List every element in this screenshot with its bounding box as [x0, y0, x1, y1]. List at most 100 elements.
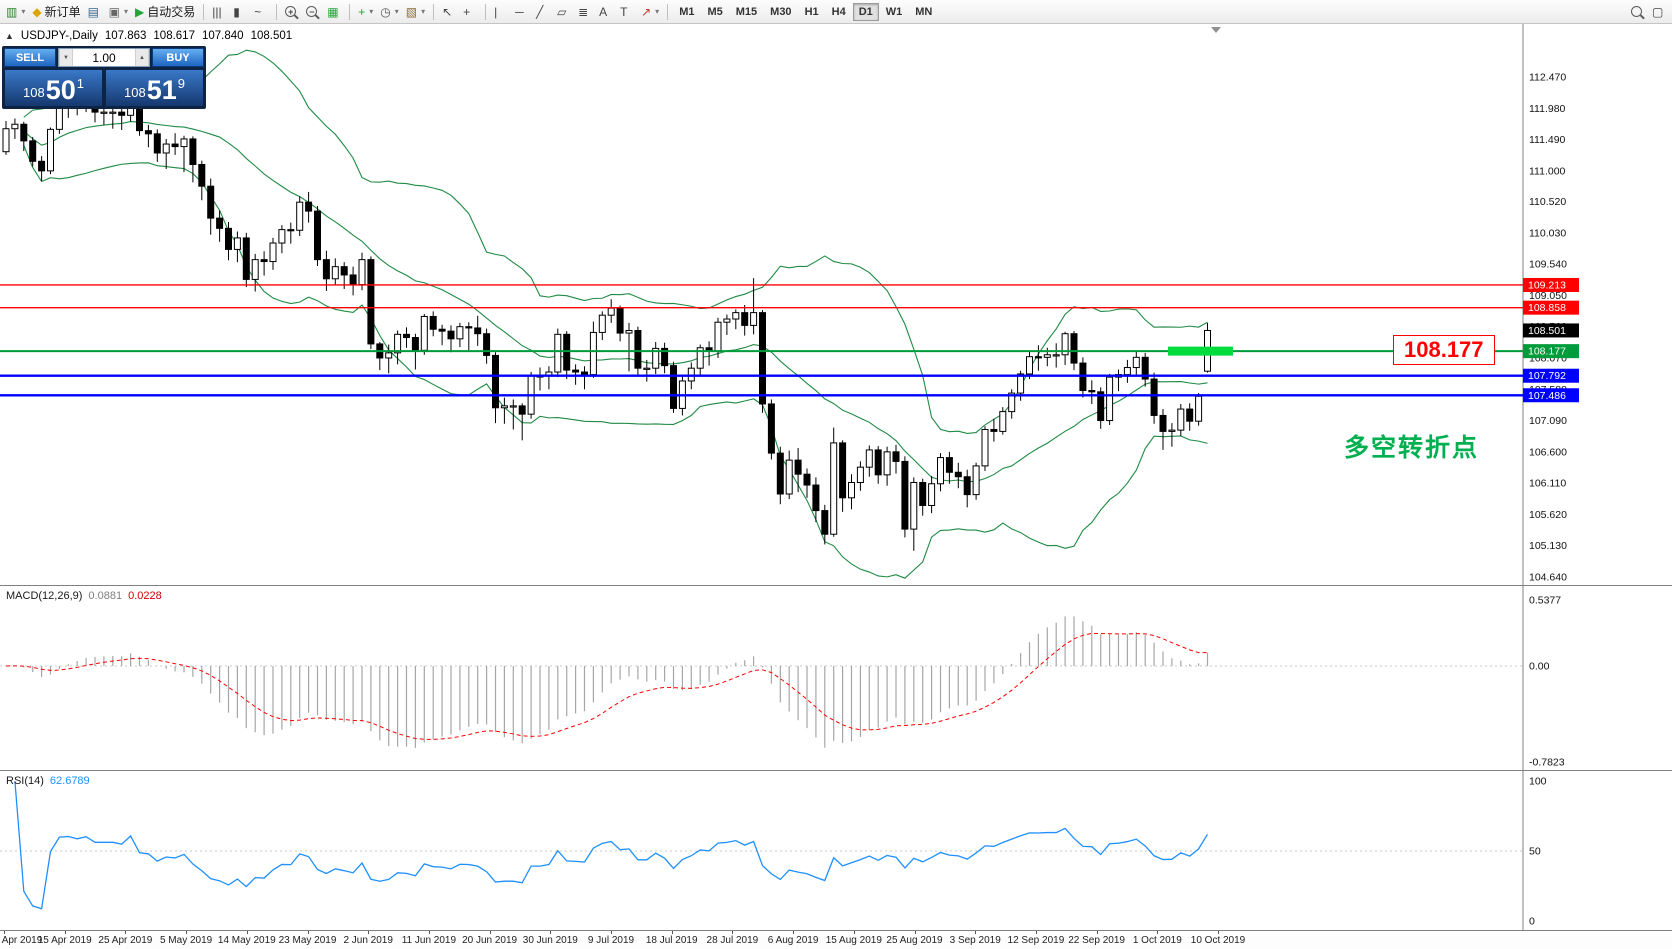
bull-candle [331, 266, 339, 280]
sell-button[interactable]: SELL [4, 48, 56, 67]
bear-candle [447, 330, 455, 340]
rsi-scale-tick: 0 [1529, 916, 1535, 928]
bear-candle [322, 259, 330, 280]
price-scale-tick: 105.620 [1529, 509, 1567, 521]
time-tick [732, 931, 734, 934]
price-scale-tick: 107.090 [1529, 415, 1567, 427]
bull-candle [625, 330, 633, 334]
buy-price[interactable]: 108 51 9 [105, 69, 204, 107]
fibonacci-retracement-button[interactable]: ≣ [575, 2, 595, 22]
time-tick [489, 931, 491, 934]
vertical-line-icon: | [494, 4, 498, 19]
horizontal-line-button[interactable]: ─ [512, 2, 532, 22]
candlestick-chart-button[interactable]: ▮ [230, 2, 250, 22]
bear-candle [314, 210, 321, 261]
price-callout-label[interactable]: 108.177 [1393, 335, 1495, 365]
timeframe-m1-button[interactable]: M1 [673, 3, 700, 21]
zoom-out-button[interactable]: − [303, 2, 323, 22]
bear-candle [759, 312, 766, 405]
time-tick [4, 931, 5, 934]
time-axis[interactable]: Apr 2019 15 Apr 2019 25 Apr 2019 5 May 2019… [0, 931, 1672, 949]
popup-prices-button[interactable]: ▢ [1649, 2, 1669, 22]
chart-low-value: 107.840 [201, 30, 244, 42]
timeframe-mn-button[interactable]: MN [909, 3, 938, 21]
bear-candle [741, 312, 749, 326]
bear-candle [118, 111, 126, 116]
bull-candle [269, 242, 277, 263]
indicators-button[interactable]: + ▾ [355, 2, 376, 22]
date-label: 1 Oct 2019 [1132, 935, 1182, 946]
tile-windows-button[interactable]: ▦ [324, 2, 344, 22]
toolbar-separator [203, 3, 205, 20]
buy-button[interactable]: BUY [152, 48, 204, 67]
bull-candle [848, 481, 855, 499]
macd-signal-value: 0.0228 [128, 590, 162, 602]
timeframe-h1-button[interactable]: H1 [799, 3, 825, 21]
volume-input[interactable] [73, 49, 135, 66]
bear-candle [1159, 414, 1167, 432]
timeframe-w1-button[interactable]: W1 [880, 3, 909, 21]
autotrading-button[interactable]: ▶ 自动交易 [132, 2, 198, 22]
rsi-pane[interactable]: 100 50 0 RSI(14) 62.6789 [0, 771, 1672, 931]
rsi-scale-tick: 50 [1529, 846, 1541, 858]
chart-high-value: 108.617 [153, 30, 195, 42]
timeframe-h4-button[interactable]: H4 [826, 3, 852, 21]
timeframe-m5-button[interactable]: M5 [701, 3, 728, 21]
crosshair-button[interactable]: + [460, 2, 480, 22]
vertical-line-button[interactable]: | [491, 2, 511, 22]
macd-pane[interactable]: 0.5377 0.00 -0.7823 MACD(12,26,9) 0.0881 0.0… [0, 586, 1672, 771]
level-price-label-support-upper: 107.792 [1528, 370, 1566, 382]
bear-candle [1088, 390, 1096, 393]
turning-point-note[interactable]: 多空转折点 [1344, 434, 1480, 462]
new-order-button[interactable]: ◆ 新订单 [29, 2, 83, 22]
new-chart-button[interactable]: ▥ ▾ [3, 2, 28, 22]
bull-candle [500, 405, 508, 409]
line-chart-button[interactable]: ~ [251, 2, 271, 22]
timeframe-m15-button[interactable]: M15 [730, 3, 763, 21]
chart-shift-marker[interactable] [1211, 27, 1221, 33]
dropdown-caret-icon: ▾ [369, 7, 374, 16]
search-button[interactable] [1628, 2, 1648, 22]
bar-chart-button[interactable]: ||| [209, 2, 229, 22]
profiles-button[interactable]: ▣ ▾ [106, 2, 131, 22]
dropdown-caret-icon: ▾ [655, 7, 660, 16]
volume-decrease-button[interactable]: ▼ [59, 49, 73, 66]
bear-candle [767, 403, 775, 454]
time-tick [1157, 931, 1159, 934]
rsi-line [14, 780, 1209, 910]
bull-candle [1008, 392, 1016, 413]
date-label: 5 May 2019 [159, 935, 213, 946]
bear-candle [901, 460, 909, 530]
chart-window-icon: ▤ [87, 4, 99, 19]
periods-button[interactable]: ◷ ▾ [377, 2, 402, 22]
sell-price-base: 108 [23, 85, 45, 100]
volume-increase-button[interactable]: ▲ [135, 49, 149, 66]
timeframe-d1-button[interactable]: D1 [852, 2, 879, 21]
bull-candle [1061, 333, 1069, 356]
sell-price[interactable]: 108 50 1 [4, 69, 103, 107]
zoom-in-button[interactable]: + [282, 2, 302, 22]
price-chart-pane[interactable]: 112.470 111.980 111.490 111.000 110.520 110.0… [0, 24, 1672, 586]
templates-button[interactable]: ▧ ▾ [403, 2, 428, 22]
bear-candle [634, 330, 642, 369]
level-price-box-support-lower [1523, 388, 1579, 403]
new-order-label: 新订单 [44, 5, 81, 19]
time-tick [1035, 931, 1037, 934]
dropdown-caret-icon: ▾ [123, 7, 128, 16]
equidistant-channel-button[interactable]: ▱ [554, 2, 574, 22]
toolbar-separator [433, 3, 435, 20]
one-click-toggle-icon[interactable]: ▲ [5, 31, 14, 41]
chart-window-button[interactable]: ▤ [85, 2, 105, 22]
text-label-button[interactable]: T [617, 2, 637, 22]
crosshair-icon: + [463, 4, 471, 19]
cursor-icon: ↖ [442, 4, 453, 19]
bear-candle [1150, 378, 1158, 416]
text-button[interactable]: A [596, 2, 616, 22]
chart-title: ▲ USDJPY-,Daily 107.863 108.617 107.840 … [5, 30, 292, 42]
arrow-objects-button[interactable]: ↗ ▾ [638, 2, 662, 22]
timeframe-m30-button[interactable]: M30 [764, 3, 797, 21]
cursor-button[interactable]: ↖ [439, 2, 459, 22]
trendline-button[interactable]: ╱ [533, 2, 553, 22]
text-label-icon: T [620, 4, 628, 19]
date-label: Apr 2019 [1, 935, 43, 946]
